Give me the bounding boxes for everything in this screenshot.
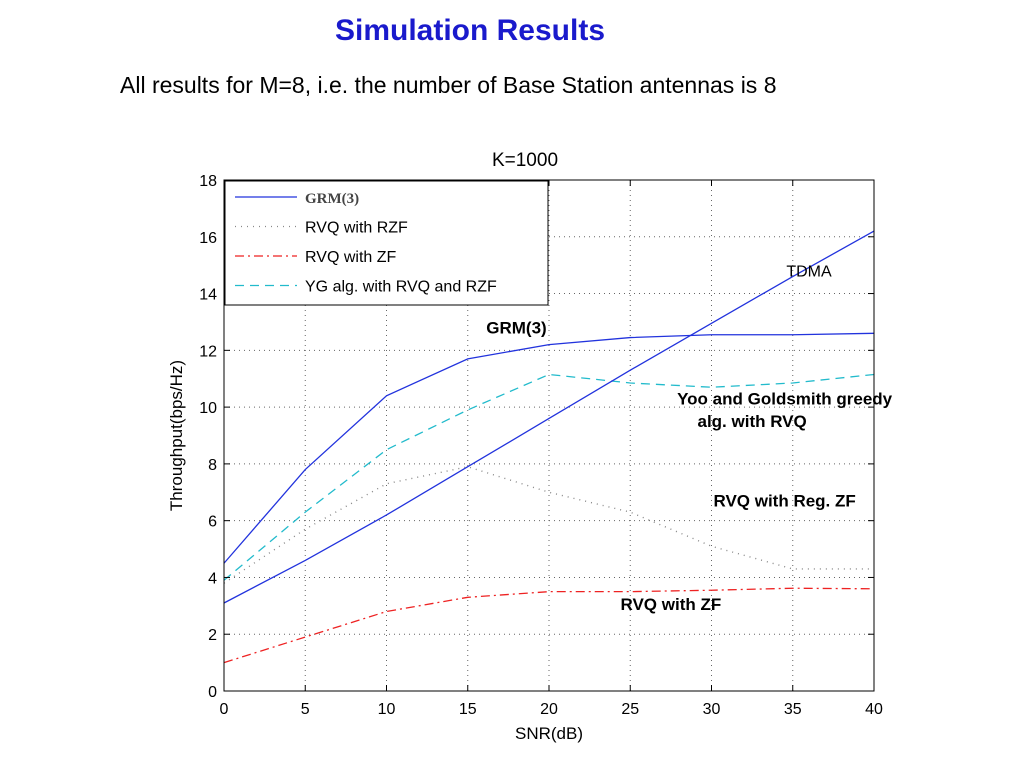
annotation-tdma: TDMA: [786, 264, 832, 281]
y-tick-label: 16: [199, 230, 217, 247]
slide-subtitle: All results for M=8, i.e. the number of …: [120, 72, 777, 98]
slide-title: Simulation Results: [334, 14, 606, 47]
y-tick-label: 4: [208, 570, 217, 587]
legend-label-rvq-with-zf: RVQ with ZF: [305, 249, 397, 266]
annotation-layer: GRM(3) TDMA Yoo and Goldsmith greedy alg. w…: [486, 264, 892, 615]
y-tick-label: 14: [199, 287, 217, 304]
x-tick-label: 20: [540, 701, 558, 718]
y-tick-label: 18: [199, 173, 217, 190]
legend-box: [224, 180, 549, 306]
annotation-grm-3: GRM(3): [486, 318, 546, 337]
x-tick-label: 25: [621, 701, 639, 718]
x-tick-label: 30: [703, 701, 721, 718]
annotation-yoo-and-goldsmith-greedy: Yoo and Goldsmith greedy: [677, 389, 893, 408]
grid-layer: [224, 180, 874, 691]
legend: GRM(3) RVQ with RZF RVQ with ZF YG alg. wit…: [224, 180, 549, 306]
y-tick-label: 10: [199, 400, 217, 417]
tick-layer: 0 5 10 15 20 25 30 35 40 0 2 4 6 8 10 12 14 16 18: [199, 173, 883, 718]
x-tick-label: 15: [459, 701, 477, 718]
y-tick-label: 8: [208, 457, 217, 474]
annotation-alg-with-rvq: alg. with RVQ: [697, 412, 806, 431]
chart-title: K=1000: [492, 150, 558, 171]
legend-label-rvq-with-rzf: RVQ with RZF: [305, 220, 408, 237]
y-tick-label: 2: [208, 627, 217, 644]
x-tick-label: 40: [865, 701, 883, 718]
x-tick-label: 0: [220, 701, 229, 718]
x-tick-label: 10: [378, 701, 396, 718]
x-tick-label: 35: [784, 701, 802, 718]
series-line-tdma: [223, 230, 875, 604]
y-axis-label: Throughput(bps/Hz): [167, 360, 186, 511]
series-line-yg-alg-with-rvq-and-rzf: [223, 373, 875, 581]
x-tick-label: 5: [301, 701, 310, 718]
annotation-rvq-with-zf: RVQ with ZF: [621, 595, 722, 614]
y-tick-label: 12: [199, 343, 217, 360]
series-line-grm-3: [223, 332, 875, 564]
x-axis-label: SNR(dB): [515, 724, 583, 743]
legend-label-yg-alg-with-rvq-and-rzf: YG alg. with RVQ and RZF: [305, 279, 497, 296]
annotation-rvq-with-reg-zf: RVQ with Reg. ZF: [713, 491, 855, 510]
y-tick-label: 0: [208, 684, 217, 701]
y-tick-label: 6: [208, 514, 217, 531]
series-layer: [223, 230, 875, 664]
legend-label-grm-3: GRM(3): [305, 191, 359, 207]
